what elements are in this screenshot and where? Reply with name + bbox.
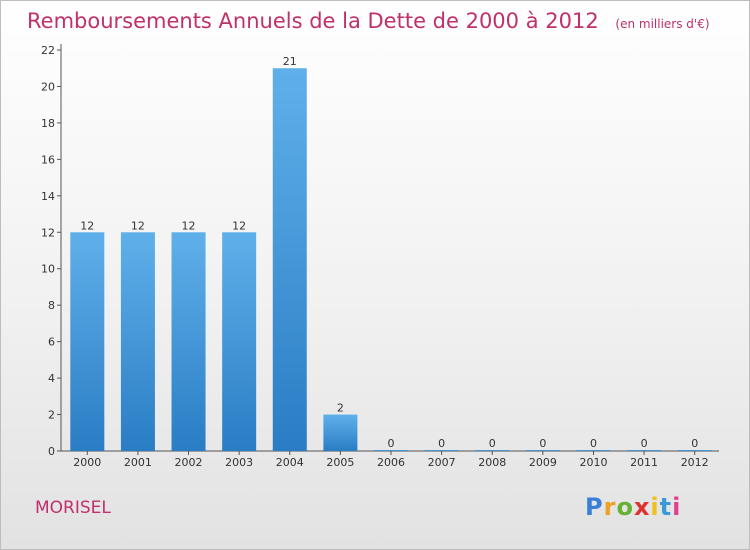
x-tick-label: 2011 [630,456,658,469]
logo-letter: i [650,493,660,521]
bar-2002 [171,232,206,451]
x-tick-label: 2001 [124,456,152,469]
logo-letter: r [603,493,617,521]
bar-2004 [272,68,307,452]
bar-2008 [475,450,510,451]
x-tick-label: 2009 [529,456,557,469]
logo-letter: P [585,493,604,521]
y-tick-label: 8 [48,299,55,312]
bar-2006 [374,450,408,451]
bar-2010 [576,450,611,451]
x-tick-label: 2000 [73,456,101,469]
y-tick-label: 14 [41,190,55,203]
y-tick-label: 12 [41,226,55,239]
y-tick-label: 0 [48,445,55,458]
y-tick-label: 18 [41,117,55,130]
x-tick-label: 2010 [579,456,607,469]
value-label-2012: 0 [691,437,698,450]
x-tick-label: 2004 [276,456,304,469]
value-label-2000: 12 [80,219,94,232]
value-label-2009: 0 [539,437,546,450]
value-label-2008: 0 [489,437,496,450]
logo-letter: t [659,493,673,521]
value-label-2007: 0 [438,437,445,450]
logo-letter: i [672,493,682,521]
bar-2000 [70,232,105,451]
value-label-2011: 0 [641,437,648,450]
bar-2009 [525,450,560,451]
chart-title-text: Remboursements Annuels de la Dette de 20… [27,9,599,33]
value-label-2003: 12 [232,219,246,232]
bar-2012 [677,450,712,451]
chart-title: Remboursements Annuels de la Dette de 20… [27,9,710,33]
value-label-2010: 0 [590,437,597,450]
y-tick-label: 16 [41,153,55,166]
x-tick-label: 2003 [225,456,253,469]
y-tick-label: 10 [41,263,55,276]
value-label-2002: 12 [182,219,196,232]
bar-2003 [222,232,257,451]
value-label-2006: 0 [388,437,395,450]
bar-2011 [627,450,662,451]
proxiti-logo: Proxiti [585,493,681,521]
x-tick-label: 2006 [377,456,405,469]
bar-2005 [323,414,358,451]
value-label-2005: 2 [337,402,344,415]
logo-letter: x [633,493,651,521]
y-tick-label: 20 [41,80,55,93]
x-tick-label: 2008 [478,456,506,469]
value-label-2001: 12 [131,219,145,232]
x-tick-label: 2012 [681,456,709,469]
bar-2001 [120,232,155,451]
y-tick-label: 4 [48,372,55,385]
value-label-2004: 21 [283,55,297,68]
chart-subtitle: (en milliers d'€) [615,17,710,31]
y-tick-label: 22 [41,44,55,57]
bar-2007 [424,450,459,451]
y-tick-label: 6 [48,336,55,349]
x-tick-label: 2007 [428,456,456,469]
logo-letter: o [616,493,634,521]
x-tick-label: 2002 [175,456,203,469]
x-tick-label: 2005 [326,456,354,469]
commune-name: MORISEL [35,498,111,518]
y-tick-label: 2 [48,409,55,422]
